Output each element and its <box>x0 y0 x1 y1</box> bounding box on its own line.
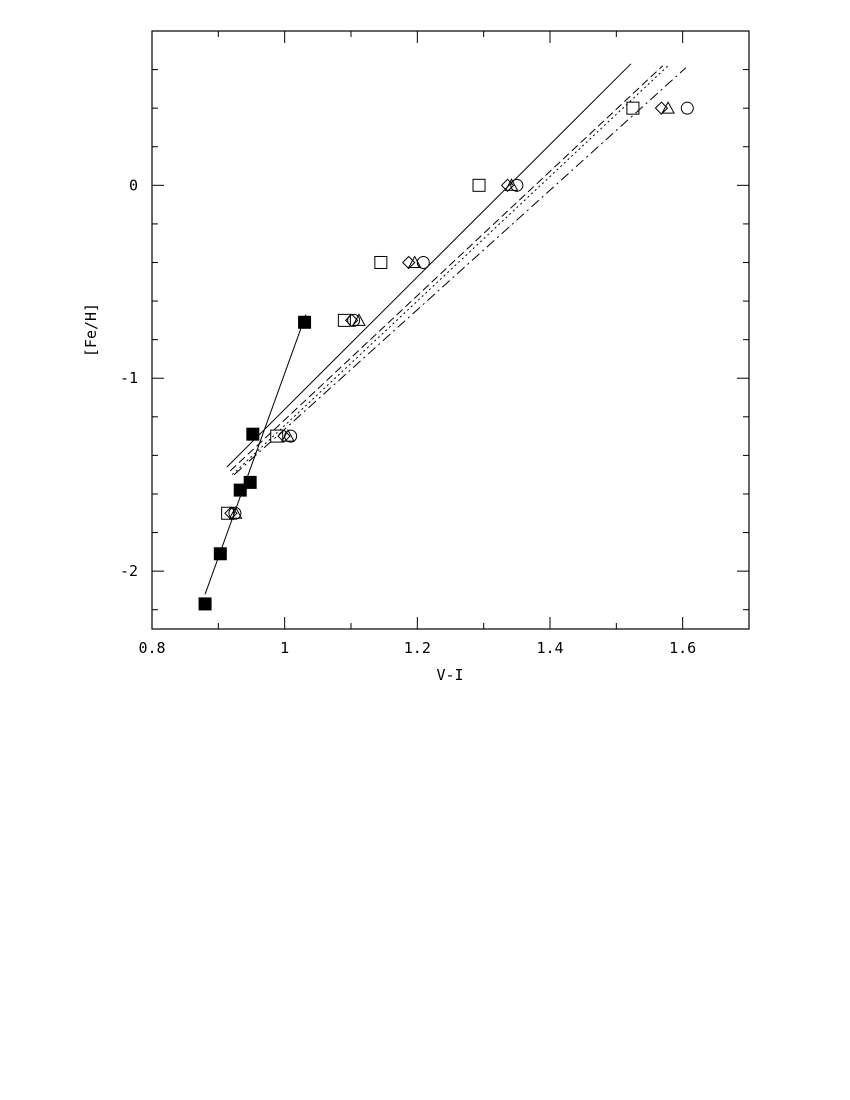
open-circle-marker <box>347 313 361 327</box>
filled-square-marker <box>213 547 227 561</box>
filled-square-marker <box>243 475 257 489</box>
open-square-marker <box>221 506 235 520</box>
y-axis-label: [Fe/H] <box>82 303 100 357</box>
open-square-marker <box>374 255 388 269</box>
open-circle-marker <box>284 429 298 443</box>
open-triangle-marker <box>661 101 675 114</box>
plot-frame <box>151 30 750 630</box>
x-tick-label: 1 <box>280 639 289 657</box>
fit-line-dash-dot <box>233 67 687 476</box>
open-square-marker <box>270 429 284 443</box>
axis-tick-labels: 0.8 1 1.2 1.4 1.6 -2 -1 0 <box>120 176 696 657</box>
y-tick-label: -1 <box>120 369 138 387</box>
x-tick-label: 1.4 <box>536 639 563 657</box>
open-square-marker <box>472 178 486 192</box>
fit-line-dashed <box>229 65 664 472</box>
filled-square-marker <box>233 483 247 497</box>
open-square-marker <box>337 313 351 327</box>
data-markers <box>198 101 694 611</box>
open-triangle-marker <box>504 178 519 191</box>
filled-square-marker <box>198 597 212 611</box>
open-circle-marker <box>510 178 524 192</box>
y-tick-label: -2 <box>120 562 138 580</box>
open-square-marker <box>626 101 640 115</box>
x-tick-label: 0.8 <box>138 639 165 657</box>
open-diamond-marker <box>654 101 669 115</box>
fit-line-dotted <box>231 65 669 476</box>
open-circle-marker <box>680 101 694 115</box>
open-circle-marker <box>416 255 430 269</box>
filled-square-marker <box>298 315 312 329</box>
x-tick-label: 1.2 <box>404 639 431 657</box>
y-tick-label: 0 <box>129 176 138 194</box>
open-circle-marker <box>228 506 242 520</box>
x-axis-label: V-I <box>436 666 463 684</box>
open-triangle-marker <box>352 313 366 326</box>
open-triangle-marker <box>228 506 243 519</box>
open-diamond-marker <box>224 506 238 520</box>
open-triangle-marker <box>281 429 295 442</box>
fit-lines <box>204 63 687 595</box>
axis-ticks <box>151 30 750 629</box>
open-diamond-marker <box>277 429 291 443</box>
filled-square-marker <box>246 427 260 441</box>
open-diamond-marker <box>500 178 515 193</box>
x-tick-label: 1.6 <box>669 639 696 657</box>
